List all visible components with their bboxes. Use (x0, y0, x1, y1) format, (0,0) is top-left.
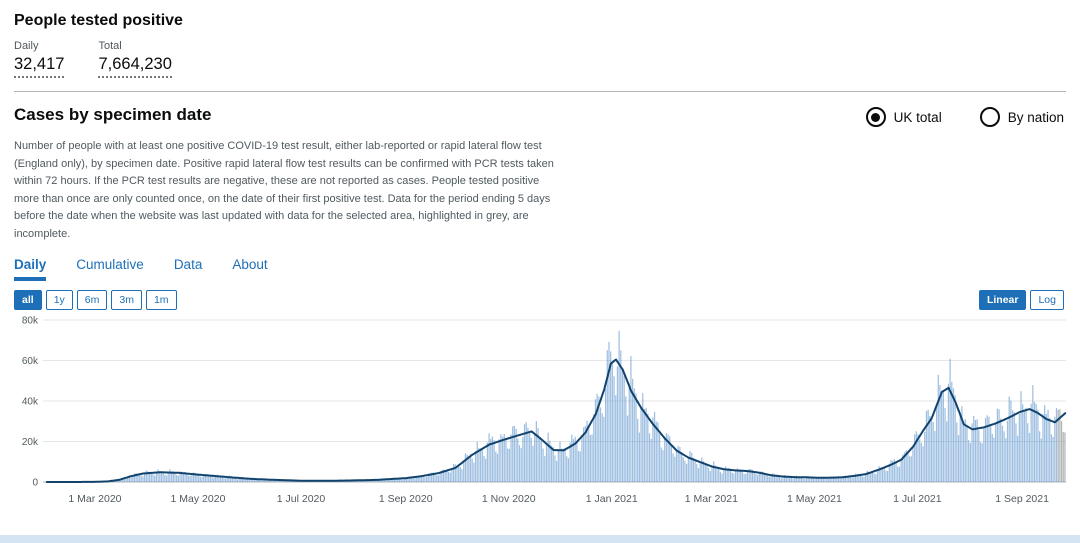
radio-unselected-icon (979, 107, 1000, 127)
rolling-average-line (45, 358, 1067, 484)
svg-text:1 Nov 2020: 1 Nov 2020 (482, 493, 536, 505)
area-radio-group: UK total By nation (865, 105, 1064, 127)
range-button-group: all 1y 6m 3m 1m (14, 289, 177, 311)
radio-uk-total[interactable]: UK total (865, 107, 942, 127)
svg-text:0: 0 (32, 478, 38, 489)
metric-total-label: Total (98, 40, 122, 52)
svg-text:20k: 20k (22, 437, 39, 448)
metric-daily-value[interactable]: 32,417 (14, 55, 65, 78)
range-3m-button[interactable]: 3m (111, 289, 142, 311)
cases-section-title: Cases by specimen date (14, 105, 212, 124)
svg-text:1 Jul 2021: 1 Jul 2021 (893, 493, 942, 505)
range-all-button[interactable]: all (14, 289, 42, 311)
metric-total: Total 7,664,230 (98, 40, 172, 78)
svg-text:1 Jul 2020: 1 Jul 2020 (277, 493, 326, 505)
daily-cases-bars (96, 330, 1066, 483)
svg-text:1 Sep 2021: 1 Sep 2021 (995, 493, 1049, 505)
scale-log-button[interactable]: Log (1030, 289, 1064, 311)
chart-controls: all 1y 6m 3m 1m Linear Log (14, 289, 1064, 311)
range-1m-button[interactable]: 1m (145, 289, 177, 311)
cases-chart[interactable]: 0 20k 40k 60k 80k 1 Mar 2020 1 May 2020 1 Jul 2… (0, 312, 1080, 516)
summary-metrics: Daily 32,417 Total 7,664,230 (14, 40, 1066, 78)
radio-by-nation[interactable]: By nation (979, 107, 1064, 127)
range-1y-button[interactable]: 1y (45, 289, 73, 311)
cases-chart-container: 0 20k 40k 60k 80k 1 Mar 2020 1 May 2020 1 Jul 2… (0, 312, 1080, 521)
scale-button-group: Linear Log (978, 289, 1064, 311)
range-navigator-strip[interactable] (0, 535, 1080, 543)
section-divider (14, 91, 1066, 92)
svg-text:40k: 40k (22, 397, 39, 408)
range-6m-button[interactable]: 6m (76, 289, 108, 311)
svg-text:1 Mar 2021: 1 Mar 2021 (685, 493, 738, 505)
cases-section-header: Cases by specimen date UK total By natio… (0, 92, 1080, 127)
metric-daily-label: Daily (14, 40, 39, 52)
scale-linear-button[interactable]: Linear (978, 289, 1027, 311)
tab-daily[interactable]: Daily (14, 257, 47, 281)
svg-text:1 Jan 2021: 1 Jan 2021 (586, 493, 638, 505)
svg-text:60k: 60k (22, 356, 39, 367)
svg-text:1 Mar 2020: 1 Mar 2020 (68, 493, 121, 505)
tab-data[interactable]: Data (173, 256, 203, 272)
radio-uk-total-label: UK total (893, 109, 942, 125)
chart-tabs: Daily Cumulative Data About (14, 257, 1066, 281)
tab-cumulative[interactable]: Cumulative (76, 256, 144, 272)
svg-text:1 Sep 2020: 1 Sep 2020 (379, 493, 433, 505)
metric-total-value[interactable]: 7,664,230 (98, 55, 172, 78)
tab-about[interactable]: About (232, 256, 268, 272)
svg-text:80k: 80k (22, 316, 39, 327)
metric-daily: Daily 32,417 (14, 40, 65, 78)
radio-by-nation-label: By nation (1007, 109, 1064, 125)
summary-title: People tested positive (14, 12, 183, 29)
radio-selected-icon (865, 107, 886, 127)
svg-text:1 May 2021: 1 May 2021 (787, 493, 842, 505)
summary-section: People tested positive Daily 32,417 Tota… (0, 0, 1080, 92)
svg-text:1 May 2020: 1 May 2020 (171, 493, 226, 505)
cases-description: Number of people with at least one posit… (14, 140, 554, 240)
